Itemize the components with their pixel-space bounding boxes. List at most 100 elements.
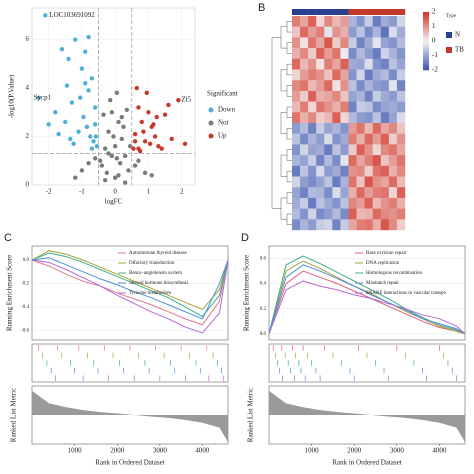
point bbox=[119, 114, 125, 120]
heatmap-cell bbox=[316, 69, 325, 81]
heatmap-cell bbox=[300, 101, 309, 113]
heatmap-cell bbox=[396, 112, 406, 124]
heatmap-cell bbox=[348, 58, 357, 70]
heatmap-cell bbox=[372, 155, 381, 166]
heatmap-cell bbox=[300, 112, 309, 124]
heatmap-cell bbox=[348, 133, 357, 145]
heatmap-cell bbox=[372, 90, 381, 102]
heatmap-cell bbox=[316, 101, 325, 113]
heatmap-cell bbox=[332, 187, 341, 199]
type-bar-cell bbox=[388, 9, 398, 15]
point bbox=[114, 156, 120, 161]
point bbox=[89, 146, 95, 151]
heatmap-cell bbox=[364, 90, 373, 102]
x-tick-label: -1 bbox=[79, 188, 85, 196]
colorbar-step bbox=[423, 26, 429, 30]
heatmap-cell bbox=[396, 133, 406, 145]
heatmap-cell bbox=[324, 176, 333, 188]
heatmap-cell bbox=[332, 90, 341, 102]
ranked-metric-area bbox=[269, 390, 465, 443]
heatmap-cell bbox=[300, 176, 309, 188]
type-bar-cell bbox=[364, 9, 373, 15]
heatmap-cell bbox=[364, 123, 373, 134]
heatmap-cell bbox=[380, 58, 390, 70]
colorbar-step bbox=[423, 23, 429, 27]
heatmap-cell bbox=[292, 219, 301, 231]
heatmap-cell bbox=[388, 144, 398, 156]
heatmap-cell bbox=[356, 208, 365, 220]
heatmap-cell bbox=[292, 176, 301, 188]
point bbox=[122, 153, 128, 159]
point bbox=[121, 124, 126, 130]
point bbox=[63, 119, 68, 125]
point bbox=[127, 144, 133, 149]
heatmap-cell bbox=[348, 16, 357, 27]
point bbox=[124, 107, 130, 113]
legend-swatch bbox=[208, 133, 214, 139]
heatmap-cell bbox=[364, 37, 373, 49]
heatmap-cell bbox=[372, 123, 381, 134]
heatmap-cell bbox=[372, 58, 381, 70]
point bbox=[146, 110, 151, 115]
heatmap-cell bbox=[372, 112, 381, 124]
heatmap-cell bbox=[380, 37, 390, 49]
heatmap-cell bbox=[356, 48, 365, 59]
heatmap-cell bbox=[324, 155, 333, 166]
x-axis-title: logFC bbox=[105, 198, 123, 206]
heatmap-cell bbox=[372, 165, 381, 177]
type-bar-cell bbox=[316, 9, 325, 15]
heatmap-cell bbox=[300, 133, 309, 145]
heatmap-cell bbox=[380, 165, 390, 177]
heatmap-cell bbox=[348, 123, 357, 134]
heatmap-cell bbox=[324, 112, 333, 124]
point bbox=[156, 144, 161, 149]
colorbar-step bbox=[423, 67, 429, 71]
heatmap-cell bbox=[340, 133, 349, 145]
heatmap-cell bbox=[380, 26, 390, 38]
heatmap-cell bbox=[332, 69, 341, 81]
point bbox=[86, 88, 91, 93]
colorbar-tick-label: -2 bbox=[432, 66, 438, 74]
heatmap-cell bbox=[356, 133, 365, 145]
point bbox=[68, 136, 73, 142]
heatmap-cell bbox=[348, 37, 357, 49]
point-annotation: LOC103691092 bbox=[49, 11, 95, 19]
heatmap-cell bbox=[356, 58, 365, 70]
point bbox=[99, 163, 105, 168]
heatmap-cell bbox=[332, 101, 341, 113]
heatmap-cell bbox=[388, 58, 398, 70]
heatmap-cell bbox=[308, 48, 317, 59]
heatmap-cell bbox=[308, 155, 317, 166]
heatmap-cell bbox=[292, 165, 301, 177]
heatmap-cell bbox=[300, 144, 309, 156]
point bbox=[132, 139, 138, 144]
heatmap-cell bbox=[324, 219, 333, 231]
heatmap-cell bbox=[316, 144, 325, 156]
heatmap-cell bbox=[340, 176, 349, 188]
heatmap-cell bbox=[388, 165, 398, 177]
legend-label: Homologous recombination bbox=[366, 271, 422, 276]
panel-label: D bbox=[241, 232, 249, 244]
point bbox=[141, 129, 146, 134]
point bbox=[88, 134, 93, 139]
heatmap-cell bbox=[348, 48, 357, 59]
heatmap-cell bbox=[396, 101, 406, 113]
enrichment-line bbox=[31, 250, 229, 311]
type-bar-cell bbox=[324, 9, 333, 15]
heatmap-cell bbox=[332, 155, 341, 166]
heatmap-cell bbox=[308, 219, 317, 231]
heatmap-cell bbox=[300, 48, 309, 59]
heatmap-cell bbox=[308, 69, 317, 81]
heatmap-cell bbox=[372, 187, 381, 199]
heatmap-cell bbox=[388, 48, 398, 59]
point bbox=[76, 129, 81, 134]
heatmap-cell bbox=[340, 16, 349, 27]
heatmap-cell bbox=[348, 208, 357, 220]
heatmap-cell bbox=[340, 26, 349, 38]
point bbox=[169, 136, 174, 142]
heatmap-cell bbox=[356, 101, 365, 113]
point bbox=[102, 177, 108, 183]
heatmap-cell bbox=[292, 144, 301, 156]
dendrogram bbox=[280, 69, 287, 92]
colorbar-tick-label: 0 bbox=[432, 37, 436, 45]
